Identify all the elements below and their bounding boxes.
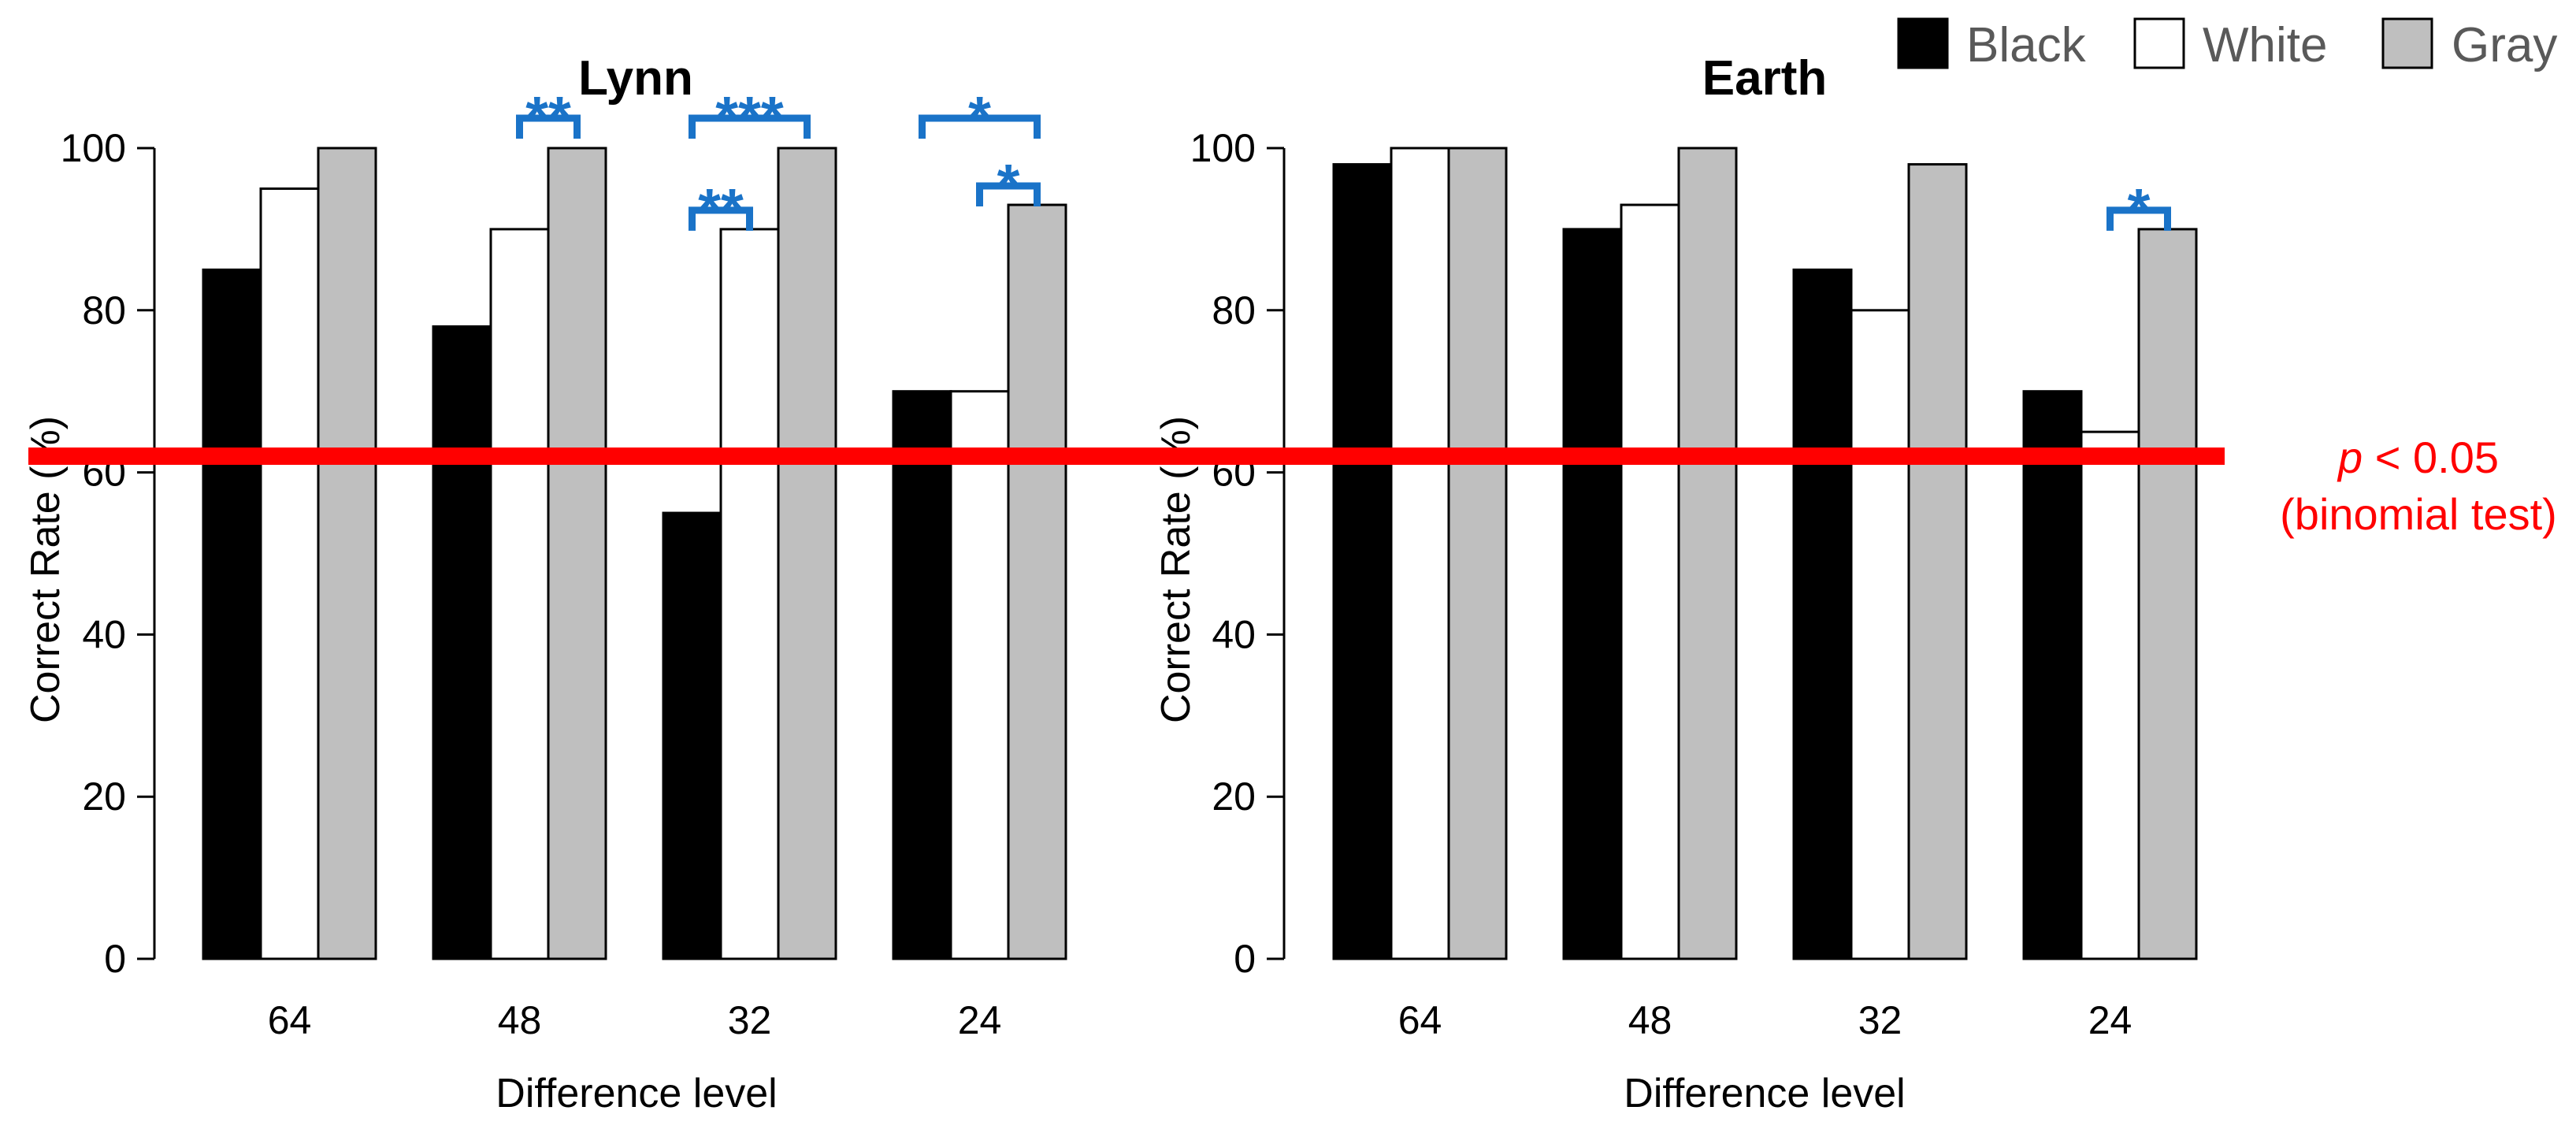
bar-white-64 xyxy=(1390,147,1450,960)
bar-gray-24 xyxy=(2137,228,2198,960)
y-tick-label: 100 xyxy=(61,126,126,170)
legend-label-white: White xyxy=(2203,18,2327,72)
bar-gray-48 xyxy=(547,147,607,960)
significance-label: * xyxy=(2128,176,2151,242)
chart-title: Earth xyxy=(1702,51,1827,106)
bar-gray-64 xyxy=(1447,147,1508,960)
x-tick-label: 64 xyxy=(1398,998,1442,1042)
significance-bracket xyxy=(689,206,753,231)
y-tick-label: 80 xyxy=(1212,288,1256,332)
significance-bracket xyxy=(689,114,811,139)
threshold-label: p < 0.05 xyxy=(2337,433,2499,482)
significance-label: *** xyxy=(715,84,784,150)
significance-label: * xyxy=(968,84,991,150)
bar-gray-48 xyxy=(1677,147,1738,960)
bar-gray-64 xyxy=(317,147,377,960)
legend-label-gray: Gray xyxy=(2452,18,2557,72)
bar-black-32 xyxy=(662,511,722,960)
bar-white-24 xyxy=(949,390,1010,960)
x-tick-label: 48 xyxy=(498,998,542,1042)
x-tick-label: 24 xyxy=(958,998,1002,1042)
bar-gray-32 xyxy=(777,147,837,960)
bar-black-32 xyxy=(1792,268,1853,960)
legend-label-black: Black xyxy=(1966,18,2087,72)
y-tick-label: 20 xyxy=(1212,774,1256,819)
legend-swatch-gray xyxy=(2381,17,2433,69)
significance-label: ** xyxy=(525,84,571,150)
threshold-label-p: p xyxy=(2337,433,2363,482)
y-axis-title: Correct Rate (%) xyxy=(23,416,69,723)
bar-white-32 xyxy=(1850,309,1910,960)
x-axis-title: Difference level xyxy=(1624,1071,1905,1116)
bar-black-48 xyxy=(1562,228,1623,960)
y-tick-label: 40 xyxy=(1212,612,1256,656)
legend: Black White Gray xyxy=(1897,17,2557,72)
y-axis-title: Correct Rate (%) xyxy=(1153,416,1199,723)
bar-black-48 xyxy=(432,325,492,960)
x-tick-label: 32 xyxy=(1858,998,1902,1042)
significance-label: * xyxy=(997,152,1020,217)
threshold-label-test: (binomial test) xyxy=(2280,489,2557,539)
bar-white-24 xyxy=(2080,430,2140,960)
bar-black-24 xyxy=(892,390,952,960)
x-tick-label: 48 xyxy=(1628,998,1672,1042)
legend-swatch-white xyxy=(2133,17,2185,69)
x-axis-title: Difference level xyxy=(496,1071,777,1116)
threshold-label-value: < 0.05 xyxy=(2363,433,2499,482)
y-tick-label: 0 xyxy=(104,937,126,981)
bar-gray-32 xyxy=(1907,163,1968,960)
chart-title: Lynn xyxy=(578,51,693,106)
x-tick-label: 64 xyxy=(268,998,312,1042)
significance-bracket xyxy=(2106,206,2171,231)
significance-bracket xyxy=(516,114,581,139)
significance-bracket xyxy=(976,182,1041,207)
y-tick-label: 20 xyxy=(82,774,126,819)
bar-black-64 xyxy=(1332,163,1393,960)
bar-white-48 xyxy=(1620,203,1680,960)
bar-white-32 xyxy=(719,228,780,960)
y-tick-label: 0 xyxy=(1234,937,1256,981)
bar-black-64 xyxy=(202,268,262,960)
x-tick-label: 24 xyxy=(2088,998,2132,1042)
significance-label: ** xyxy=(698,176,744,242)
legend-swatch-black xyxy=(1897,17,1949,69)
bar-white-48 xyxy=(489,228,550,960)
bar-black-24 xyxy=(2022,390,2083,960)
y-tick-label: 80 xyxy=(82,288,126,332)
x-tick-label: 32 xyxy=(728,998,772,1042)
y-tick-label: 100 xyxy=(1190,126,1256,170)
bar-gray-24 xyxy=(1007,203,1067,960)
significance-bracket xyxy=(919,114,1041,139)
y-tick-label: 40 xyxy=(82,612,126,656)
bar-white-64 xyxy=(259,187,320,960)
